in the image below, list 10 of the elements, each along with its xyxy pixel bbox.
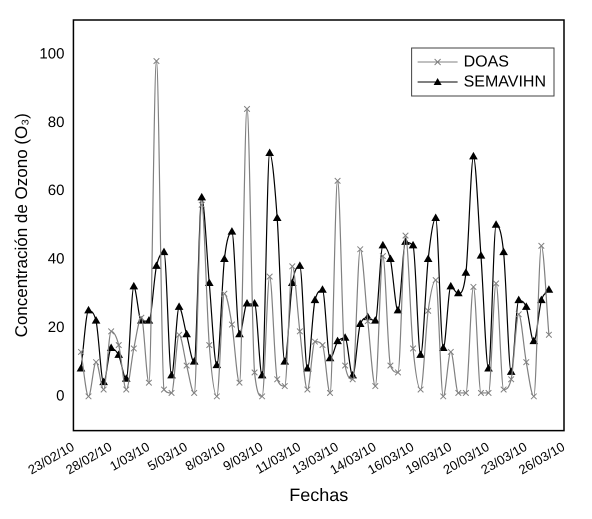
y-tick-label: 60 [48,182,64,200]
y-tick-label: 80 [48,114,64,131]
y-tick-label: 40 [48,250,64,268]
x-axis-title: Fechas [289,485,348,506]
y-axis-title: Concentración de Ozono (O₃) [12,113,31,338]
y-tick-label: 0 [56,388,64,405]
y-tick-label: 20 [48,319,64,336]
y-tick-label: 100 [39,45,64,62]
legend-label: SEMAVIHN [464,73,546,90]
legend-label: DOAS [464,53,509,70]
